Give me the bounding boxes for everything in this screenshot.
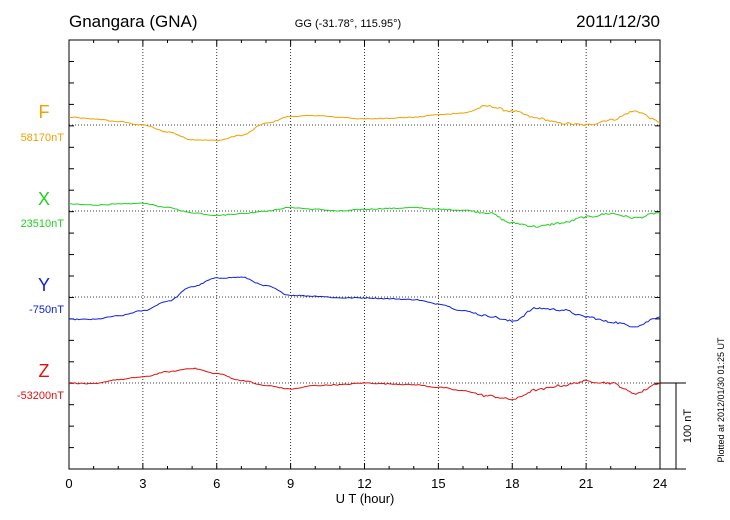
plot-frame	[68, 39, 661, 470]
plotted-timestamp: Plotted at 2012/01/30 01:25 UT	[716, 337, 726, 463]
series-line-x	[68, 202, 661, 228]
grid	[69, 40, 660, 469]
x-axis-label: U T (hour)	[336, 491, 395, 506]
series-baseline-x: 23510nT	[21, 218, 65, 230]
series-name-z: Z	[39, 361, 50, 381]
x-tick-label: 12	[357, 476, 371, 491]
x-tick-label: 21	[579, 476, 593, 491]
series-baseline-y: -750nT	[29, 304, 64, 316]
series-baseline-f: 58170nT	[21, 132, 65, 144]
x-tick-label: 0	[65, 476, 72, 491]
x-tick-label: 6	[213, 476, 220, 491]
series-name-f: F	[39, 102, 50, 122]
series-line-z	[68, 367, 661, 401]
x-tick-label: 3	[139, 476, 146, 491]
series-line-y	[69, 276, 661, 328]
series-line-f	[68, 104, 661, 142]
chart-date: 2011/12/30	[576, 12, 660, 31]
x-tick-label: 24	[653, 476, 667, 491]
scale-bar-label: 100 nT	[682, 409, 694, 444]
x-tick-label: 15	[431, 476, 445, 491]
axis-ticks: 0 3 6 9 12 15 18 21 24	[65, 40, 667, 491]
series-name-x: X	[38, 189, 50, 209]
series-name-y: Y	[38, 275, 50, 295]
station-coordinates: GG (-31.78°, 115.95°)	[295, 18, 401, 30]
series-labels: F 58170nT X 23510nT Y -750nT Z -53200nT	[17, 102, 64, 402]
station-title: Gnangara (GNA)	[69, 12, 198, 31]
x-tick-label: 18	[505, 476, 519, 491]
series-baseline-z: -53200nT	[17, 390, 64, 402]
scale-bar	[660, 382, 686, 470]
x-tick-label: 9	[287, 476, 294, 491]
series-group	[68, 104, 661, 401]
